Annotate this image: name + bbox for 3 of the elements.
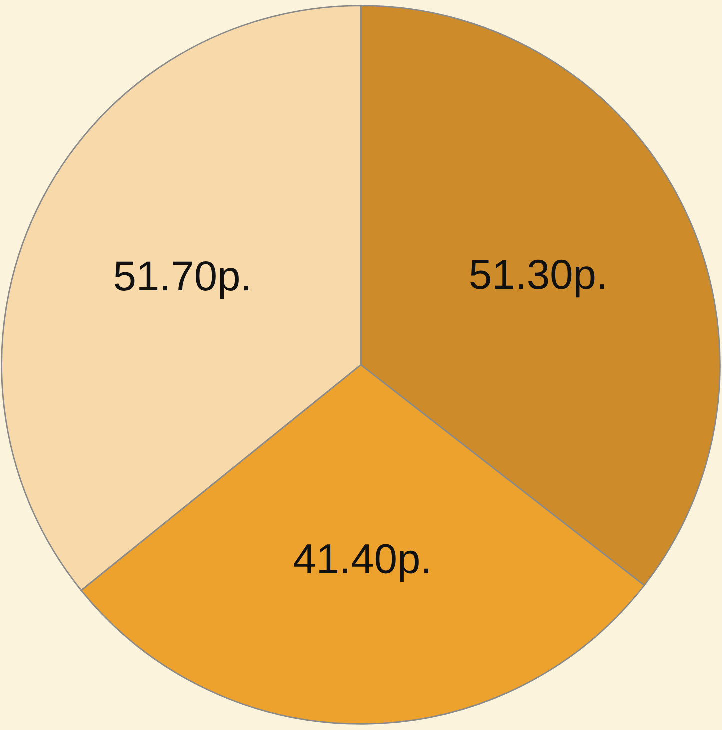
data-label: 41.40p. [294, 544, 428, 582]
data-label: 51.30p. [470, 260, 604, 298]
data-label: 51.70p. [114, 261, 248, 300]
